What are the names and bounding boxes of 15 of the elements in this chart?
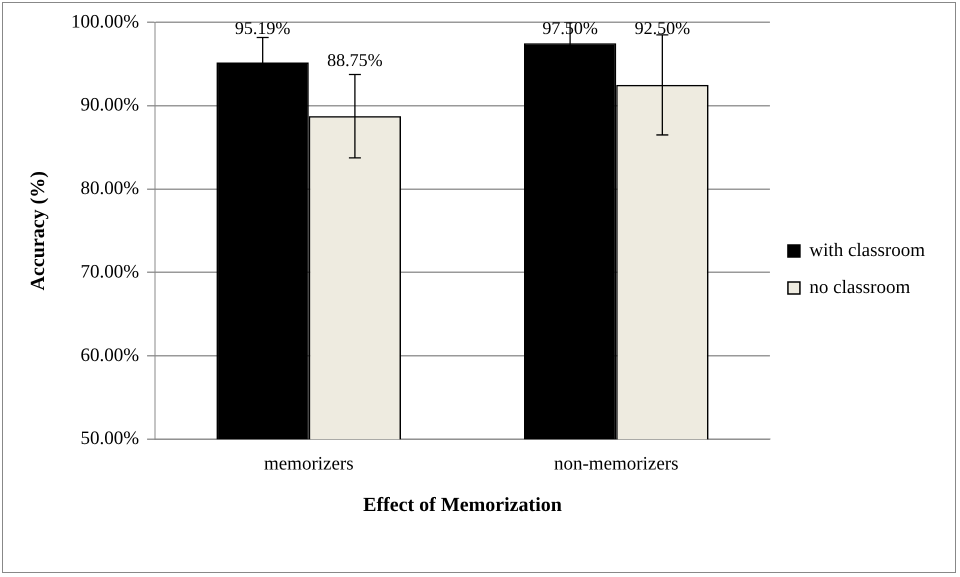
legend-label: no classroom — [809, 276, 910, 298]
y-tick-label: 70.00% — [80, 261, 140, 282]
y-tick-label: 50.00% — [80, 428, 140, 450]
y-tick-label: 100.00% — [71, 11, 140, 32]
x-tick-label: memorizers — [264, 454, 354, 475]
y-tick-label: 60.00% — [80, 344, 140, 366]
data-label: 92.50% — [634, 18, 690, 38]
y-tick-label: 90.00% — [80, 94, 140, 116]
y-tick-label: 80.00% — [80, 178, 140, 200]
x-tick-label: non-memorizers — [554, 454, 678, 475]
x-axis-title: Effect of Memorization — [363, 494, 562, 516]
data-label: 95.19% — [234, 18, 290, 38]
data-label: 88.75% — [327, 50, 383, 70]
legend-label: with classroom — [809, 240, 926, 261]
y-axis-title: Accuracy (%) — [27, 171, 50, 291]
